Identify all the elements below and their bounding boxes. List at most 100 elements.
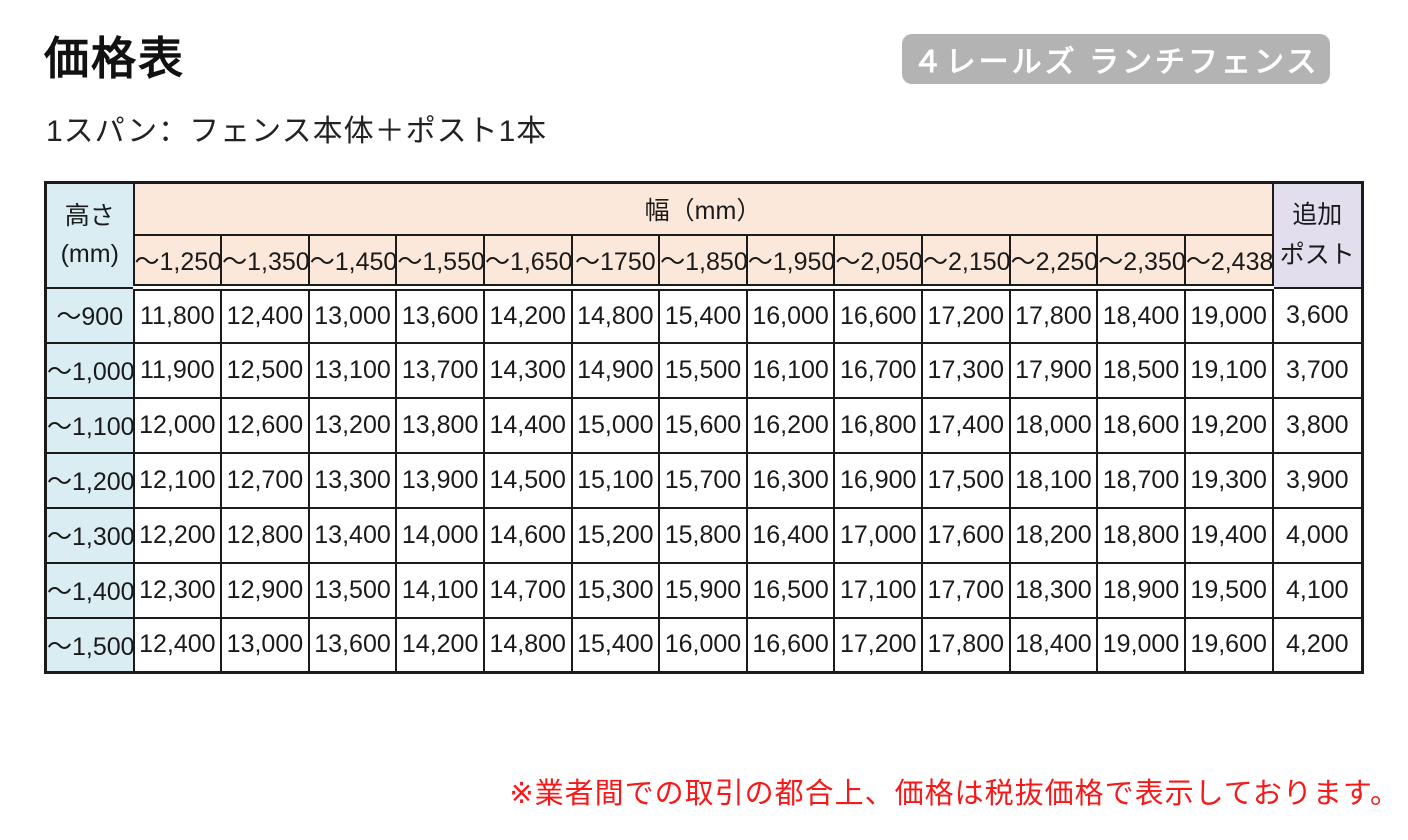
addon-post-column-header-line2: ポスト: [1279, 241, 1355, 270]
price-cell: 14,200: [482, 286, 573, 344]
width-col-header: ～1750: [570, 233, 661, 291]
addon-post-price-cell: 3,900: [1271, 451, 1364, 509]
price-cell: 13,900: [395, 451, 485, 509]
price-cell: 14,900: [570, 341, 661, 399]
price-cell: 13,600: [307, 616, 398, 674]
price-cell: 12,800: [220, 506, 310, 564]
price-cell: 18,400: [1008, 616, 1099, 674]
price-table-row: ～1,400 12,300 12,900 13,500 14,100 14,700 15,3…: [44, 561, 1364, 619]
price-cell: 11,800: [132, 286, 223, 344]
price-cell: 13,200: [307, 396, 398, 454]
height-column-header-line1: 高さ: [64, 201, 115, 230]
price-table-row: ～1,000 11,900 12,500 13,100 13,700 14,300 14,9…: [44, 341, 1364, 399]
price-cell: 12,600: [220, 396, 310, 454]
price-cell: 18,800: [1096, 506, 1186, 564]
product-badge: ４レールズ ランチフェンス: [902, 34, 1330, 84]
width-col-header: ～1,950: [745, 233, 836, 291]
width-col-header: ～2,250: [1008, 233, 1099, 291]
price-cell: 16,700: [833, 341, 923, 399]
price-cell: 15,600: [658, 396, 748, 454]
price-cell: 15,200: [570, 506, 661, 564]
price-cell: 18,000: [1008, 396, 1099, 454]
price-cell: 12,400: [132, 616, 223, 674]
price-cell: 14,800: [570, 286, 661, 344]
price-cell: 17,600: [920, 506, 1011, 564]
price-cell: 14,400: [482, 396, 573, 454]
height-row-header: ～1,000: [44, 341, 135, 399]
price-cell: 19,400: [1183, 506, 1274, 564]
height-row-header: ～900: [44, 286, 135, 344]
price-table-row: ～1,200 12,100 12,700 13,300 13,900 14,500 15,1…: [44, 451, 1364, 509]
price-cell: 15,100: [570, 451, 661, 509]
price-cell: 12,400: [220, 286, 310, 344]
width-col-header: ～1,350: [220, 233, 310, 291]
price-table-row: ～1,500 12,400 13,000 13,600 14,200 14,800 15,4…: [44, 616, 1364, 674]
price-cell: 12,200: [132, 506, 223, 564]
price-cell: 18,700: [1096, 451, 1186, 509]
price-cell: 14,800: [482, 616, 573, 674]
price-cell: 16,600: [745, 616, 836, 674]
price-cell: 16,000: [745, 286, 836, 344]
price-cell: 13,800: [395, 396, 485, 454]
price-cell: 14,100: [395, 561, 485, 619]
price-cell: 12,300: [132, 561, 223, 619]
price-cell: 16,400: [745, 506, 836, 564]
price-cell: 12,100: [132, 451, 223, 509]
price-cell: 11,900: [132, 341, 223, 399]
price-table-row: ～900 11,800 12,400 13,000 13,600 14,200 14,800…: [44, 286, 1364, 344]
price-table: 高さ (mm) 幅（mm） 追加 ポスト ～1,250 ～1,350 ～1,450 ～…: [44, 181, 1364, 674]
price-cell: 16,500: [745, 561, 836, 619]
price-cell: 13,700: [395, 341, 485, 399]
page-title: 価格表: [44, 33, 186, 84]
addon-post-price-cell: 4,000: [1271, 506, 1364, 564]
width-col-header: ～2,350: [1096, 233, 1186, 291]
price-table-body: ～900 11,800 12,400 13,000 13,600 14,200 14,800…: [44, 286, 1364, 674]
price-cell: 19,600: [1183, 616, 1274, 674]
price-cell: 18,100: [1008, 451, 1099, 509]
price-cell: 16,200: [745, 396, 836, 454]
width-col-header: ～1,850: [658, 233, 748, 291]
price-cell: 15,300: [570, 561, 661, 619]
price-cell: 18,900: [1096, 561, 1186, 619]
price-cell: 19,100: [1183, 341, 1274, 399]
price-cell: 17,700: [920, 561, 1011, 619]
price-cell: 19,000: [1096, 616, 1186, 674]
price-cell: 14,200: [395, 616, 485, 674]
price-cell: 16,600: [833, 286, 923, 344]
width-col-header: ～1,650: [482, 233, 573, 291]
price-cell: 13,400: [307, 506, 398, 564]
width-col-header: ～2,050: [833, 233, 923, 291]
span-definition-text: 1スパン：フェンス本体＋ポスト1本: [46, 115, 548, 148]
price-cell: 16,100: [745, 341, 836, 399]
price-cell: 19,500: [1183, 561, 1274, 619]
price-table-row: ～1,100 12,000 12,600 13,200 13,800 14,400 15,0…: [44, 396, 1364, 454]
addon-post-price-cell: 3,600: [1271, 286, 1364, 344]
addon-post-column-header: 追加 ポスト: [1271, 181, 1364, 289]
price-cell: 15,400: [658, 286, 748, 344]
price-cell: 12,000: [132, 396, 223, 454]
price-cell: 14,500: [482, 451, 573, 509]
price-cell: 15,500: [658, 341, 748, 399]
width-col-header: ～2,438: [1183, 233, 1274, 291]
price-cell: 18,200: [1008, 506, 1099, 564]
price-cell: 17,900: [1008, 341, 1099, 399]
header-row-groups: 高さ (mm) 幅（mm） 追加 ポスト: [44, 181, 1364, 289]
price-cell: 15,000: [570, 396, 661, 454]
price-cell: 14,000: [395, 506, 485, 564]
addon-post-price-cell: 4,200: [1271, 616, 1364, 674]
price-cell: 18,400: [1096, 286, 1186, 344]
addon-post-price-cell: 4,100: [1271, 561, 1364, 619]
price-cell: 13,500: [307, 561, 398, 619]
height-row-header: ～1,100: [44, 396, 135, 454]
price-cell: 15,900: [658, 561, 748, 619]
price-cell: 12,500: [220, 341, 310, 399]
width-col-header: ～1,450: [307, 233, 398, 291]
addon-post-price-cell: 3,800: [1271, 396, 1364, 454]
addon-post-column-header-line1: 追加: [1292, 201, 1343, 230]
height-column-header: 高さ (mm): [44, 181, 135, 289]
price-cell: 17,100: [833, 561, 923, 619]
price-cell: 15,400: [570, 616, 661, 674]
price-cell: 17,300: [920, 341, 1011, 399]
price-cell: 13,000: [307, 286, 398, 344]
